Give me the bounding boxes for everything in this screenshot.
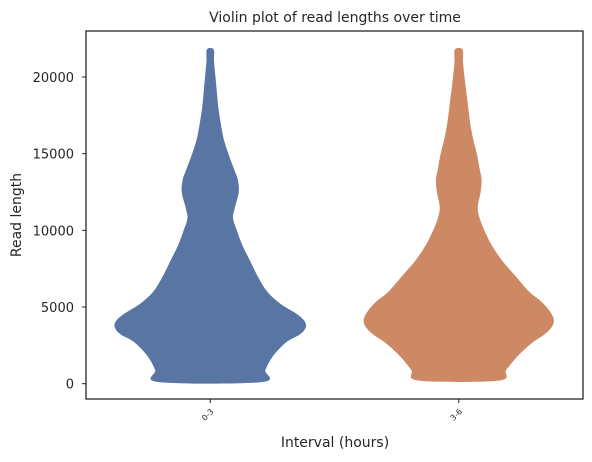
y-tick-label: 20000 [33, 71, 74, 86]
x-axis-ticks: 0-3 3-6 [200, 399, 464, 423]
y-axis-ticks: 0 5000 10000 15000 20000 [33, 71, 86, 393]
violin-3-6 [363, 47, 554, 382]
x-axis-label: Interval (hours) [281, 435, 389, 451]
violin-0-3 [114, 47, 307, 384]
y-axis-label: Read length [9, 173, 25, 257]
y-tick-label: 10000 [33, 224, 74, 239]
y-tick-label: 5000 [41, 301, 74, 316]
y-tick-label: 15000 [33, 148, 74, 163]
violin-layer [114, 47, 554, 384]
plot-frame [85, 30, 584, 400]
x-tick-label: 0-3 [200, 407, 216, 423]
chart-title: Violin plot of read lengths over time [209, 10, 461, 26]
x-tick-label: 3-6 [449, 407, 465, 423]
y-tick-label: 0 [66, 378, 74, 393]
